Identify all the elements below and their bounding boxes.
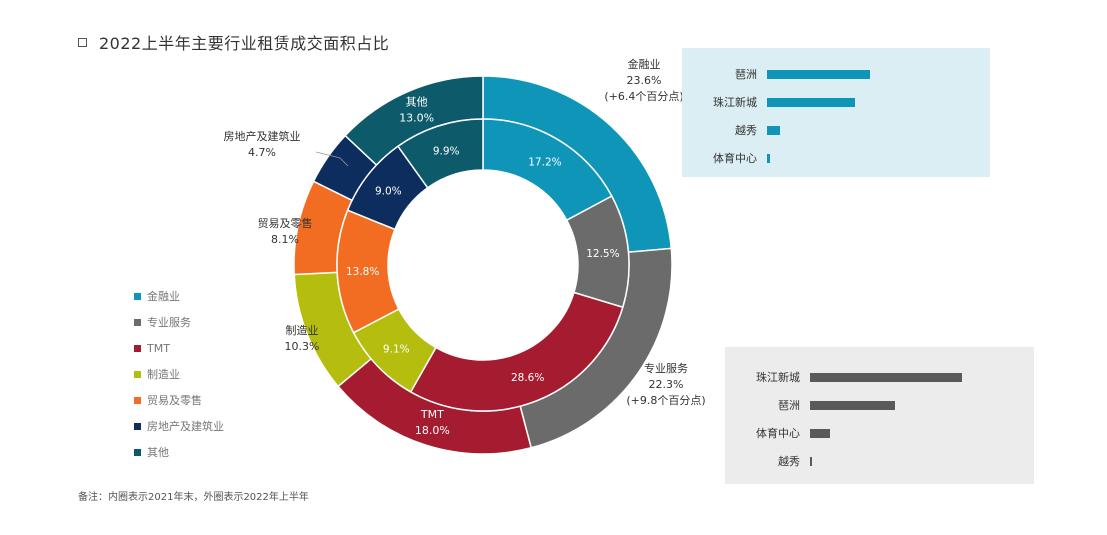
district-label: 体育中心 xyxy=(713,152,757,165)
outer-value-label: 8.1% xyxy=(271,233,299,246)
district-bar-row: 琶洲 xyxy=(682,66,870,82)
legend-label: 房地产及建筑业 xyxy=(147,420,224,433)
legend-item: TMT xyxy=(134,335,224,361)
district-bar xyxy=(767,125,781,135)
legend-item: 专业服务 xyxy=(134,309,224,335)
district-bar-row: 体育中心 xyxy=(725,425,830,441)
outer-name-label: 贸易及零售 xyxy=(258,216,313,230)
district-bar-row: 越秀 xyxy=(725,453,812,469)
legend-swatch xyxy=(134,292,141,300)
inner-value-label: 9.1% xyxy=(383,344,410,356)
district-label: 越秀 xyxy=(735,124,757,137)
outer-name-label: 制造业 xyxy=(286,323,319,337)
inner-value-label: 9.9% xyxy=(433,145,460,157)
finance-district-panel: 琶洲珠江新城越秀体育中心 xyxy=(682,48,990,177)
outer-name-label: 专业服务 xyxy=(644,361,688,375)
district-label: 体育中心 xyxy=(756,427,800,440)
district-bar xyxy=(810,428,830,438)
legend: 金融业专业服务 TMT 制造业贸易及零售房地产及建筑业 其他 xyxy=(134,283,224,465)
inner-value-label: 28.6% xyxy=(511,372,544,384)
district-bar xyxy=(767,97,855,107)
district-bar xyxy=(767,69,870,79)
legend-item: 其他 xyxy=(134,439,224,465)
legend-swatch xyxy=(134,396,141,404)
district-bar-row: 越秀 xyxy=(682,122,781,138)
district-label: 越秀 xyxy=(778,455,800,468)
chart-title: 2022上半年主要行业租赁成交面积占比 xyxy=(99,34,390,53)
legend-item: 房地产及建筑业 xyxy=(134,413,224,439)
outer-value-label: 18.0% xyxy=(415,424,450,437)
district-bar xyxy=(767,153,771,163)
outer-name-label: TMT xyxy=(420,408,444,421)
inner-value-label: 13.8% xyxy=(346,266,379,278)
legend-label: 其他 xyxy=(147,446,169,459)
professional-services-district-panel: 珠江新城琶洲体育中心越秀 xyxy=(725,347,1034,484)
outer-name-label: 金融业 xyxy=(628,57,661,71)
legend-label: TMT xyxy=(147,341,170,355)
district-bar-row: 琶洲 xyxy=(725,397,896,413)
outer-value-label: 13.0% xyxy=(399,112,434,125)
district-bar-row: 体育中心 xyxy=(682,150,771,166)
outer-name-label: 房地产及建筑业 xyxy=(224,129,301,143)
legend-item: 贸易及零售 xyxy=(134,387,224,413)
legend-label: 金融业 xyxy=(147,290,180,303)
legend-label: 专业服务 xyxy=(147,316,191,329)
district-label: 珠江新城 xyxy=(713,96,757,109)
district-bar xyxy=(810,456,812,466)
outer-change-label: (+9.8个百分点) xyxy=(626,394,705,407)
legend-item: 金融业 xyxy=(134,283,224,309)
district-label: 珠江新城 xyxy=(756,371,800,384)
legend-item: 制造业 xyxy=(134,361,224,387)
outer-value-label: 23.6% xyxy=(627,74,662,87)
legend-swatch xyxy=(134,422,141,430)
outer-change-label: (+6.4个百分点) xyxy=(604,90,683,103)
district-bar-row: 珠江新城 xyxy=(682,94,855,110)
district-bar xyxy=(810,400,896,410)
legend-swatch xyxy=(134,370,141,378)
leader-line xyxy=(315,151,349,167)
inner-ring-slice-6 xyxy=(396,118,484,189)
inner-value-label: 17.2% xyxy=(528,157,561,169)
outer-value-label: 10.3% xyxy=(285,340,320,353)
legend-swatch xyxy=(134,318,141,326)
outer-value-label: 4.7% xyxy=(248,146,276,159)
title-square-icon xyxy=(78,37,87,47)
legend-label: 贸易及零售 xyxy=(147,394,202,407)
outer-value-label: 22.3% xyxy=(649,378,684,391)
title-block: 2022上半年主要行业租赁成交面积占比 xyxy=(78,30,389,54)
footnote: 备注：内圈表示2021年末，外圈表示2022年上半年 xyxy=(78,492,309,503)
district-label: 琶洲 xyxy=(735,68,757,81)
inner-value-label: 9.0% xyxy=(375,185,402,197)
inner-value-label: 12.5% xyxy=(586,248,619,260)
inner-ring-slice-2 xyxy=(409,291,624,412)
legend-swatch xyxy=(134,448,141,456)
outer-name-label: 其他 xyxy=(406,96,428,109)
legend-label: 制造业 xyxy=(147,368,180,381)
district-bar xyxy=(810,372,962,382)
district-label: 琶洲 xyxy=(778,399,800,412)
district-bar-row: 珠江新城 xyxy=(725,369,962,385)
legend-swatch xyxy=(134,344,141,352)
